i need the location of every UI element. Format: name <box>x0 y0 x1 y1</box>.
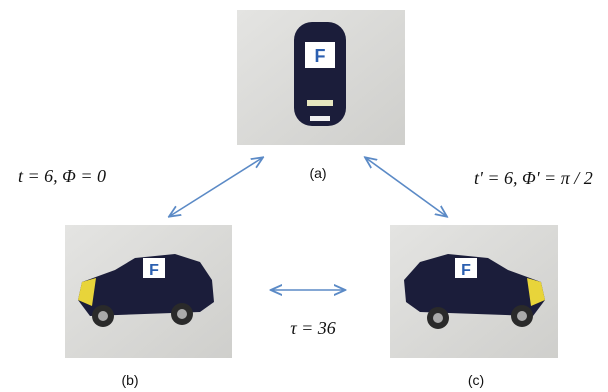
equation: t' = 6, Φ' = π / 2 <box>474 168 593 188</box>
svg-text:F: F <box>315 46 326 66</box>
panel-label: (b) <box>121 372 138 388</box>
equation: t = 6, Φ = 0 <box>18 166 106 186</box>
photo-b: F <box>65 225 232 358</box>
svg-text:F: F <box>461 262 471 279</box>
photo-c: F <box>390 225 558 358</box>
arrow <box>170 158 262 216</box>
panel-label: (c) <box>468 372 484 388</box>
arrow <box>366 158 446 216</box>
panel-label: (a) <box>309 165 326 181</box>
equation: τ = 36 <box>290 318 336 338</box>
svg-text:F: F <box>149 262 159 279</box>
photo-a: F <box>237 10 405 145</box>
figure: F F F (a) (b) (c) t = 6, Φ = 0 t' = 6, Φ… <box>0 0 608 392</box>
